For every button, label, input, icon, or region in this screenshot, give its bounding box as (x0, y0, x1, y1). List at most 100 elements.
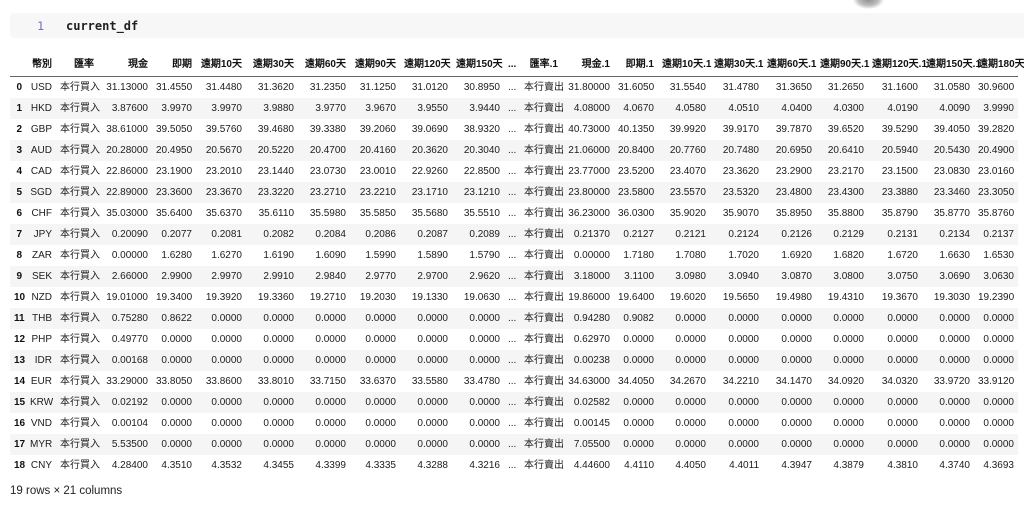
table-cell: 0.0000 (161, 439, 192, 450)
table-cell: JPY (33, 229, 52, 240)
table-cell: 0.02192 (111, 397, 148, 408)
table-cell: 3.0940 (728, 271, 759, 282)
table-cell: ... (508, 313, 517, 324)
table-cell: 23.3620 (722, 166, 759, 177)
table-cell: 23.2900 (775, 166, 812, 177)
table-row: 12 PHP 本行買入 0.49770 0.0000 0.0000 0.0000 0.0000… (10, 329, 1018, 350)
table-cell: 4.3947 (781, 460, 812, 471)
table-cell: 23.0010 (359, 166, 396, 177)
table-cell: ... (508, 460, 517, 471)
table-cell: ... (508, 103, 517, 114)
table-cell: 0.0000 (675, 355, 706, 366)
table-cell: 0.0000 (781, 397, 812, 408)
table-cell: 0.0000 (161, 334, 192, 345)
table-cell: 本行賣出 (524, 397, 564, 408)
column-header: 遠期60天.1 (763, 54, 816, 77)
table-cell: 19.6020 (669, 292, 706, 303)
table-cell: 本行買入 (60, 292, 100, 303)
table-cell: 0.0000 (365, 334, 396, 345)
table-cell: MYR (30, 439, 53, 450)
column-header: 現金.1 (562, 54, 614, 77)
table-cell: 本行買入 (60, 355, 100, 366)
row-index: 0 (16, 82, 22, 93)
table-cell: 0.0000 (161, 397, 192, 408)
table-cell: 35.6370 (205, 208, 242, 219)
table-cell: 本行買入 (60, 397, 100, 408)
table-cell: 20.3040 (463, 145, 500, 156)
table-cell: 20.4950 (156, 145, 193, 156)
table-cell: 本行買入 (60, 145, 100, 156)
table-cell: 0.00000 (111, 250, 148, 261)
column-header: 匯率 (56, 54, 98, 77)
table-cell: 0.0000 (939, 418, 970, 429)
table-cell: 1.6190 (263, 250, 294, 261)
table-cell: 0.0000 (263, 355, 294, 366)
code-editor-text[interactable]: current_df (66, 18, 139, 33)
table-cell: 40.1350 (618, 124, 655, 135)
table-cell: 1.5990 (365, 250, 396, 261)
table-cell: 0.0000 (675, 439, 706, 450)
table-cell: 1.6280 (161, 250, 192, 261)
table-cell: 0.0000 (728, 397, 759, 408)
table-cell: 0.00000 (573, 250, 610, 261)
table-cell: 4.3510 (161, 460, 192, 471)
table-cell: 本行賣出 (524, 460, 564, 471)
table-row: 9 SEK 本行買入 2.66000 2.9900 2.9970 2.9910 2.9840 2… (10, 266, 1018, 287)
table-cell: 0.0000 (833, 439, 864, 450)
table-cell: 4.3288 (417, 460, 448, 471)
table-cell: 0.0000 (211, 313, 242, 324)
table-cell: 4.28400 (111, 460, 148, 471)
table-cell: 0.0000 (263, 439, 294, 450)
table-cell: HKD (30, 103, 52, 114)
table-cell: 33.5580 (411, 376, 448, 387)
table-cell: 20.5670 (205, 145, 242, 156)
table-cell: 22.8500 (463, 166, 500, 177)
table-cell: 19.86000 (568, 292, 610, 303)
table-cell: 4.3455 (263, 460, 294, 471)
table-cell: ... (508, 145, 517, 156)
table-cell: 本行賣出 (524, 229, 564, 240)
column-header: 遠期10天 (196, 54, 246, 77)
table-cell: 33.6370 (359, 376, 396, 387)
table-cell: 23.5200 (618, 166, 655, 177)
table-cell: 0.2081 (211, 229, 242, 240)
table-cell: 0.0000 (623, 418, 654, 429)
table-cell: 35.8800 (827, 208, 864, 219)
table-cell: 39.9920 (669, 124, 706, 135)
cell-toolbar-button[interactable] (853, 0, 884, 9)
table-cell: ... (508, 334, 517, 345)
table-cell: 3.0870 (781, 271, 812, 282)
table-cell: 0.0000 (417, 313, 448, 324)
table-cell: 0.0000 (315, 334, 346, 345)
table-cell: 0.00168 (111, 355, 148, 366)
table-cell: 0.2137 (983, 229, 1014, 240)
table-cell: 0.0000 (781, 439, 812, 450)
table-cell: 2.9840 (315, 271, 346, 282)
table-cell: 本行買入 (60, 418, 100, 429)
table-cell: 4.4011 (729, 460, 759, 471)
table-cell: 39.4680 (257, 124, 294, 135)
table-cell: 0.62970 (573, 334, 610, 345)
table-cell: 23.4800 (775, 187, 812, 198)
table-cell: 39.3380 (309, 124, 346, 135)
table-cell: 3.9550 (417, 103, 448, 114)
table-cell: 0.0000 (728, 313, 759, 324)
table-cell: 35.9020 (669, 208, 706, 219)
table-cell: 2.9770 (365, 271, 396, 282)
table-cell: 本行買入 (60, 124, 100, 135)
table-cell: 本行買入 (60, 460, 100, 471)
table-cell: 3.87600 (111, 103, 148, 114)
table-cell: 23.5570 (669, 187, 706, 198)
table-cell: SEK (31, 271, 52, 282)
table-cell: EUR (30, 376, 52, 387)
table-cell: 2.9970 (211, 271, 242, 282)
table-cell: 本行買入 (60, 334, 100, 345)
table-cell: PHP (31, 334, 52, 345)
table-cell: 23.77000 (568, 166, 610, 177)
table-row: 17 MYR 本行買入 5.53500 0.0000 0.0000 0.0000 0.0000… (10, 434, 1018, 455)
table-cell: 19.2030 (359, 292, 396, 303)
table-cell: 20.5430 (933, 145, 970, 156)
table-cell: 本行賣出 (524, 250, 564, 261)
table-cell: 20.4160 (359, 145, 396, 156)
table-cell: 23.1440 (257, 166, 294, 177)
